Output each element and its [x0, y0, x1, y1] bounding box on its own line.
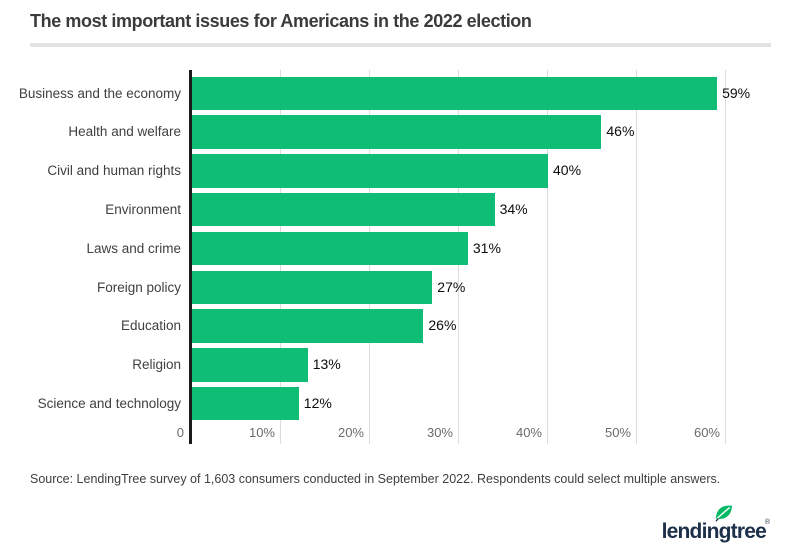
bar [192, 76, 718, 110]
gridline-60% [725, 70, 726, 444]
x-tick-label: 0 [176, 425, 184, 440]
bar [192, 348, 308, 382]
category-label: Religion [132, 357, 181, 373]
category-label: Foreign policy [96, 279, 181, 295]
bar [192, 231, 468, 266]
logo-wordmark: lendingtree [661, 520, 767, 543]
category-label: Civil and human rights [47, 163, 181, 179]
value-label: 46% [606, 123, 635, 140]
chart-title: The most important issues for Americans … [30, 11, 532, 31]
title-divider [30, 43, 771, 47]
value-label: 31% [472, 239, 501, 256]
category-label: Laws and crime [86, 240, 181, 256]
x-tick-label: 20% [337, 425, 364, 440]
x-tick-label: 30% [426, 425, 453, 440]
value-label: 27% [437, 278, 466, 295]
value-label: 34% [499, 200, 528, 217]
gridline-40% [547, 70, 548, 444]
bar [192, 270, 433, 304]
value-label: 40% [553, 162, 582, 179]
bar [192, 192, 495, 227]
bar [192, 115, 602, 149]
category-label: Environment [105, 201, 181, 217]
category-label: Education [120, 318, 181, 334]
source-note: Source: LendingTree survey of 1,603 cons… [30, 472, 721, 486]
value-label: 13% [312, 356, 341, 373]
value-label: 12% [303, 394, 332, 411]
bar [192, 154, 548, 188]
category-label: Business and the economy [18, 85, 181, 101]
bar [192, 309, 424, 343]
gridline-50% [636, 70, 637, 444]
category-label: Science and technology [37, 395, 181, 411]
x-tick-label: 60% [693, 425, 720, 440]
lendingtree-logo: lendingtree ® [630, 503, 770, 548]
value-label: 59% [722, 84, 751, 101]
leaf-icon [715, 505, 733, 522]
bar [192, 386, 299, 421]
x-tick-label: 40% [515, 425, 542, 440]
x-tick-label: 10% [248, 425, 275, 440]
y-axis-line [189, 70, 192, 444]
value-label: 26% [428, 317, 457, 334]
registered-mark-icon: ® [764, 519, 770, 526]
bar-chart: Business and the economy 59% Health and we… [0, 70, 800, 450]
x-tick-label: 50% [604, 425, 631, 440]
category-label: Health and welfare [68, 124, 181, 140]
